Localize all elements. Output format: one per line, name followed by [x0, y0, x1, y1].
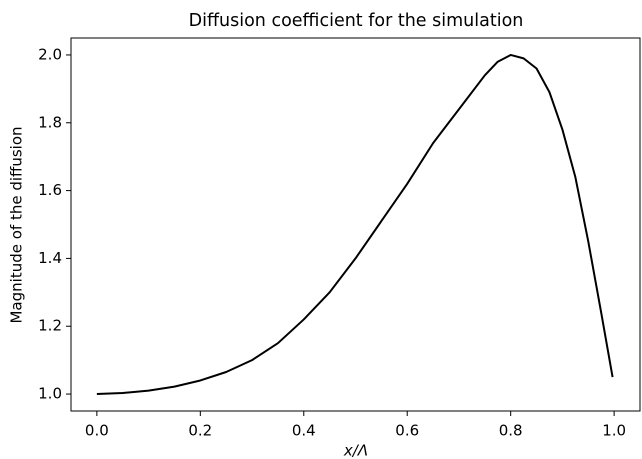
plot-frame — [70, 37, 641, 412]
y-tick-label: 1.2 — [38, 317, 62, 335]
y-tick-label: 1.0 — [38, 385, 62, 403]
y-tick-label: 1.4 — [38, 249, 62, 267]
x-tick-label: 0.6 — [395, 422, 419, 440]
x-tick-label: 1.0 — [602, 422, 626, 440]
x-tick-label: 0.8 — [499, 422, 523, 440]
x-tick-label: 0.4 — [292, 422, 316, 440]
line — [96, 53, 614, 396]
y-tick-label: 1.6 — [38, 181, 62, 199]
y-tick-label: 2.0 — [38, 45, 62, 63]
y-axis-label: Magnitude of the diffusion — [8, 126, 26, 323]
chart-title: Diffusion coefficient for the simulation — [189, 11, 524, 31]
x-tick-label: 0.2 — [188, 422, 212, 440]
y-tick-label: 1.8 — [38, 113, 62, 131]
x-axis-label: x/Λ — [343, 442, 368, 459]
x-tick-label: 0.0 — [85, 422, 109, 440]
